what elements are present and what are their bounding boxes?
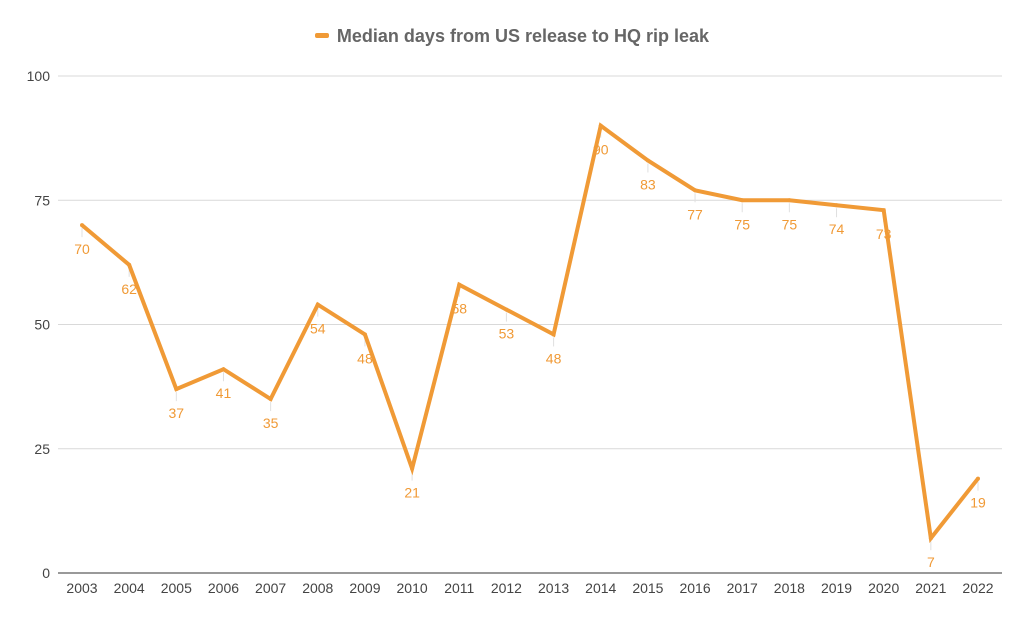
x-tick-label: 2014 [585,580,616,596]
data-point [551,332,556,337]
data-label: 62 [121,281,137,297]
x-tick-label: 2010 [397,580,428,596]
data-label: 21 [404,485,420,501]
legend-label: Median days from US release to HQ rip le… [336,26,710,46]
data-point [834,203,839,208]
data-point [362,332,367,337]
x-tick-label: 2015 [632,580,663,596]
data-label: 90 [593,142,609,158]
x-tick-label: 2016 [679,580,710,596]
data-point [740,198,745,203]
y-tick-label: 0 [42,565,50,581]
data-label: 70 [74,241,90,257]
series-line [80,122,980,544]
data-label: 35 [263,415,279,431]
data-label: 41 [216,385,232,401]
data-point [221,367,226,372]
data-label: 48 [357,350,373,366]
data-point [504,307,509,312]
x-tick-label: 2004 [114,580,145,596]
data-point [174,387,179,392]
data-point [693,188,698,193]
x-tick-label: 2018 [774,580,805,596]
x-tick-label: 2012 [491,580,522,596]
data-label: 53 [499,326,515,342]
data-point [787,198,792,203]
data-label: 74 [829,221,845,237]
data-label: 54 [310,321,326,337]
x-tick-label: 2011 [444,580,474,596]
data-label: 73 [876,226,892,242]
data-label: 77 [687,206,703,222]
legend-swatch [314,32,329,38]
data-point [928,536,933,541]
y-tick-label: 75 [34,192,50,208]
x-tick-label: 2022 [962,580,993,596]
data-point [881,208,886,213]
data-point [457,282,462,287]
x-tick-label: 2017 [727,580,758,596]
x-tick-label: 2021 [915,580,946,596]
data-label: 7 [927,554,935,570]
data-label: 83 [640,176,656,192]
data-label: 37 [169,405,185,421]
x-tick-label: 2006 [208,580,239,596]
data-label: 19 [970,495,986,511]
data-point [127,262,132,267]
data-label: 75 [734,216,750,232]
data-point [315,302,320,307]
data-point [645,158,650,163]
legend: Median days from US release to HQ rip le… [0,26,1024,47]
x-tick-label: 2003 [66,580,97,596]
data-label: 75 [782,216,798,232]
data-point [80,223,84,228]
x-tick-label: 2007 [255,580,286,596]
x-tick-label: 2019 [821,580,852,596]
y-tick-label: 50 [34,317,50,333]
x-tick-label: 2009 [349,580,380,596]
x-tick-label: 2005 [161,580,192,596]
data-point [598,123,603,128]
x-tick-label: 2013 [538,580,569,596]
y-tick-label: 100 [27,68,51,84]
x-tick-label: 2008 [302,580,333,596]
data-label: 48 [546,350,562,366]
y-tick-label: 25 [34,441,50,457]
data-label: 58 [451,301,467,317]
data-point [410,466,415,471]
data-point [268,397,273,402]
x-tick-label: 2020 [868,580,899,596]
data-point [976,476,980,481]
